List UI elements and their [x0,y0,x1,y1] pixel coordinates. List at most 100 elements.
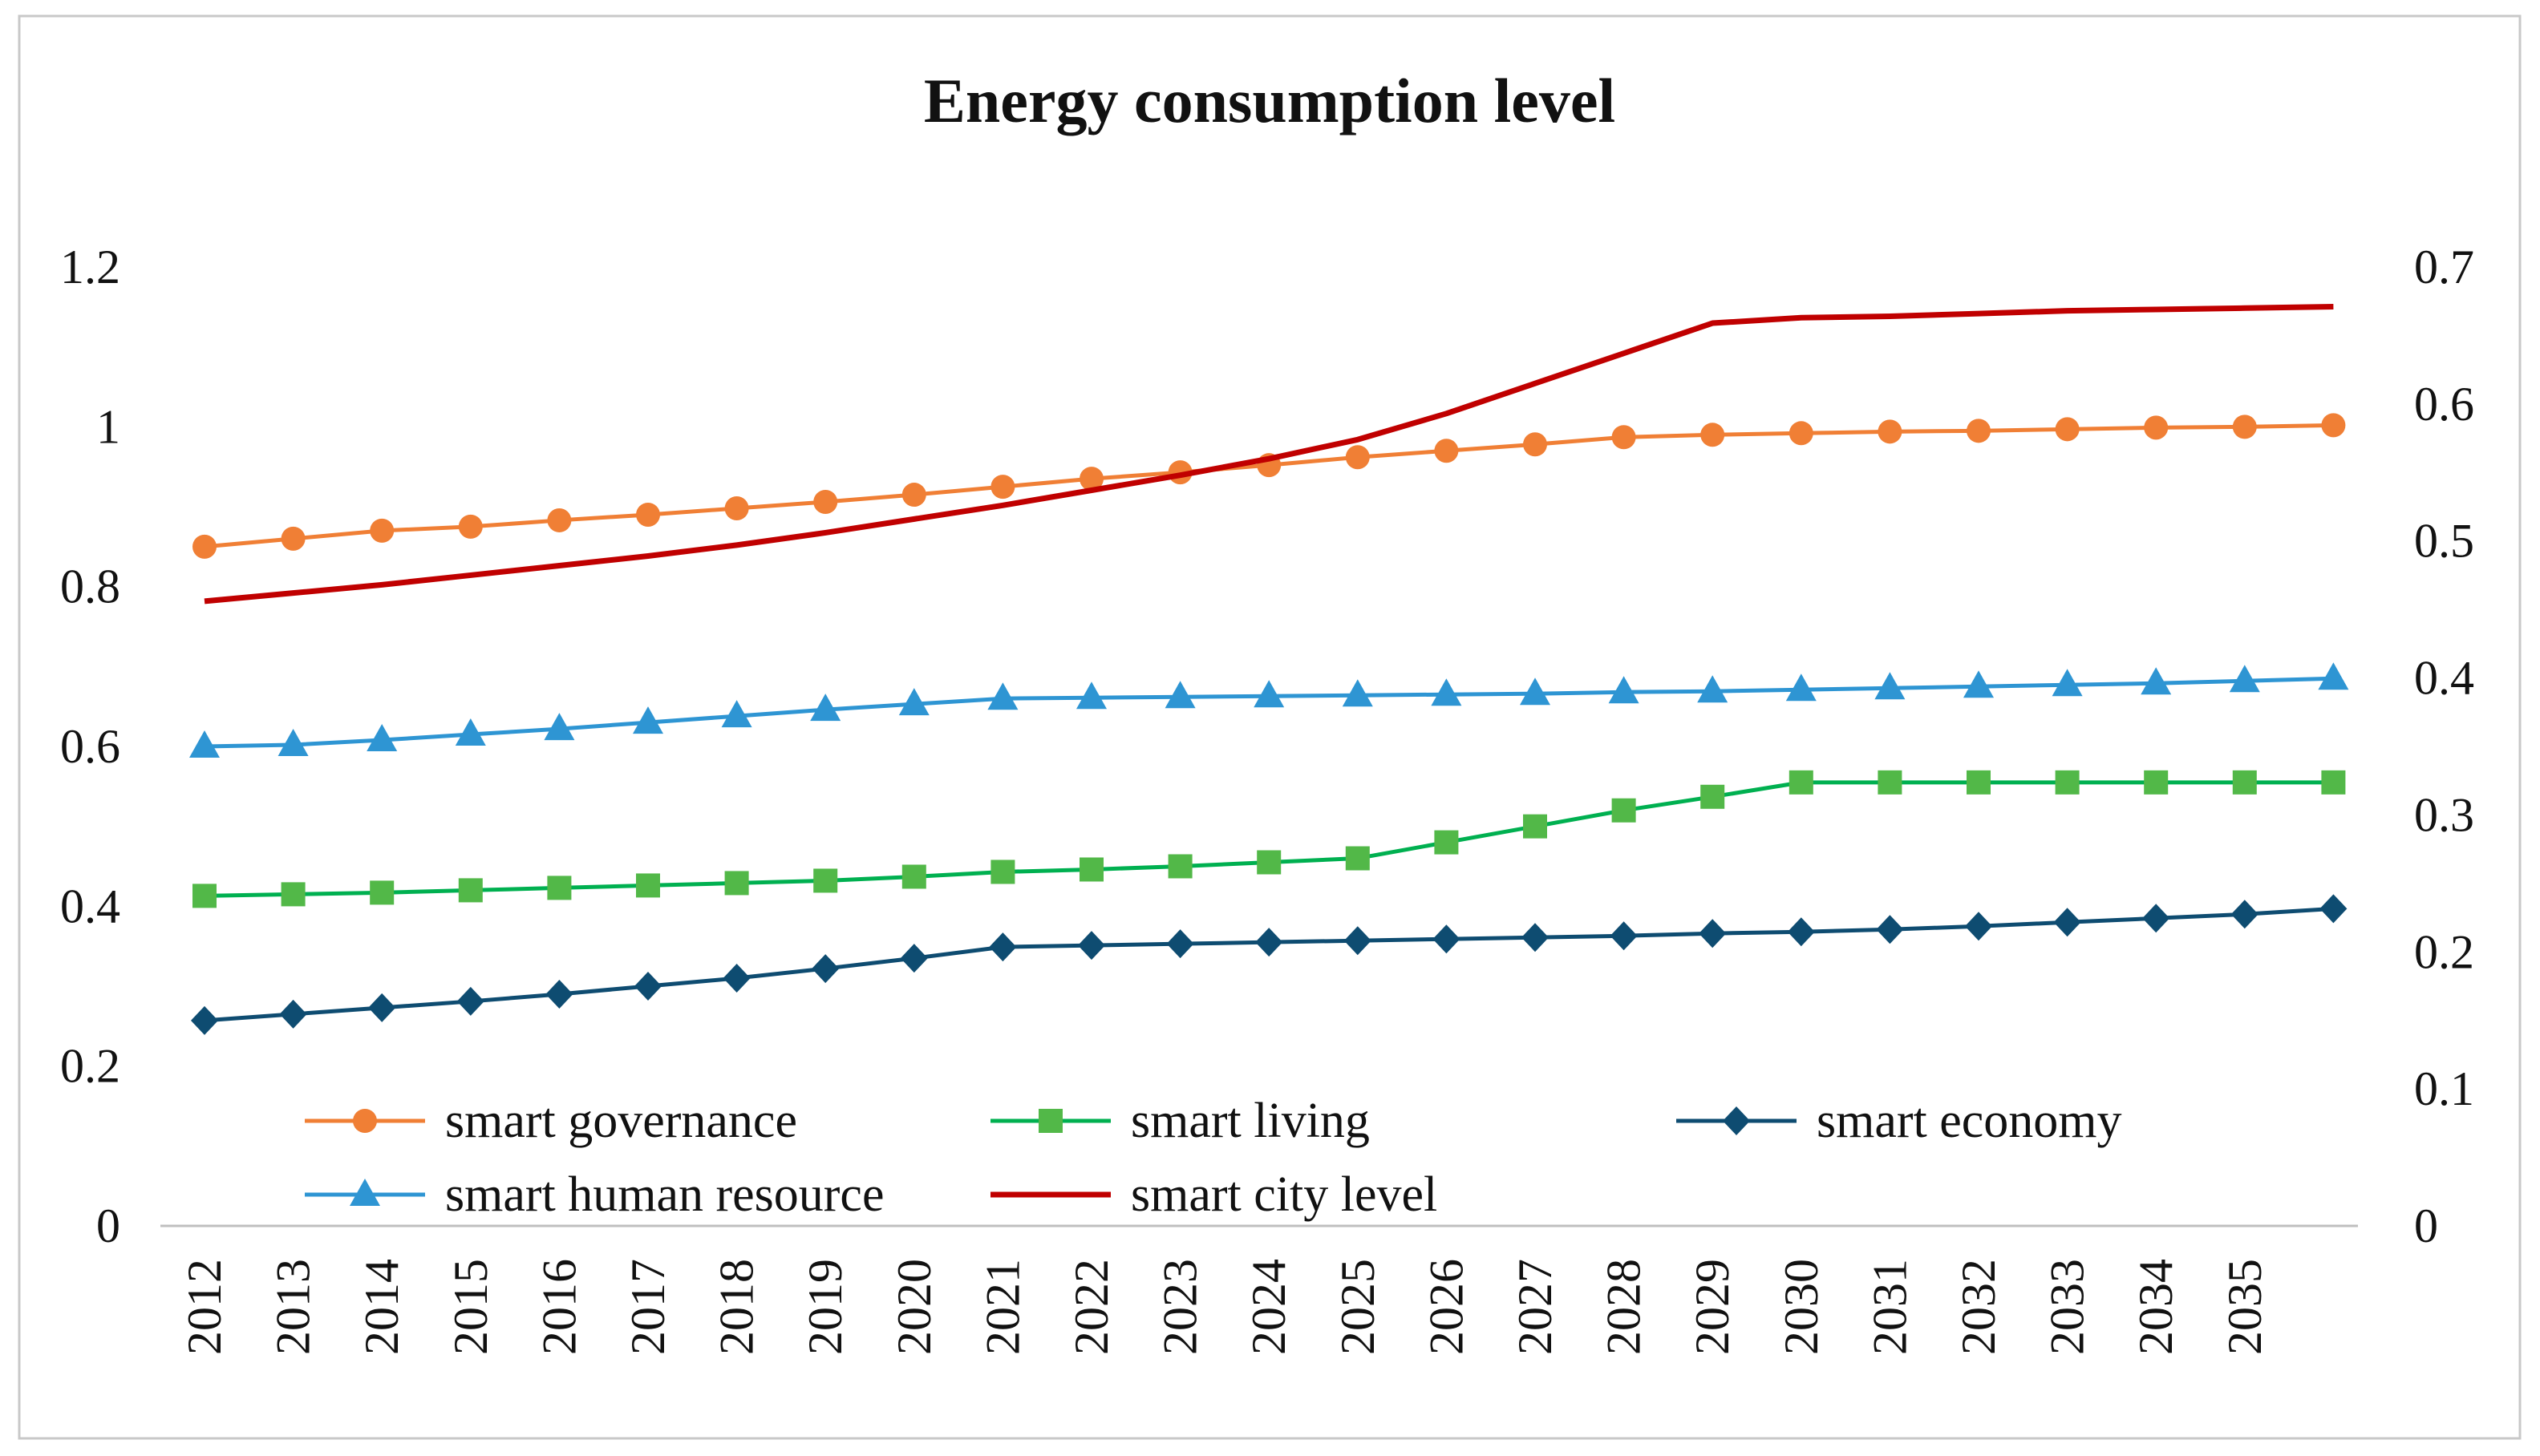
smart-governance-point [458,514,483,539]
right-y-tick-label: 0.2 [2414,925,2474,978]
legend-item-smart-governance: smart governance [305,1094,797,1148]
left-y-tick-label: 0.4 [60,880,120,932]
smart-human-resource-point [367,724,398,752]
smart-human-resource-point [1697,675,1728,703]
smart-city-level-line [204,304,2334,605]
smart-human-resource-point [1785,673,1817,702]
smart-governance-point [1345,445,1370,470]
smart-economy-point [1876,915,1904,944]
smart-human-resource-point [1431,678,1462,706]
smart-human-resource-point [1342,679,1373,707]
legend-marker-square-icon [1039,1109,1063,1133]
smart-governance-point [2232,415,2257,439]
smart-living-point [2144,770,2169,795]
smart-economy-point [2319,894,2348,924]
smart-living-point [990,859,1015,884]
smart-economy-point [723,964,751,993]
x-tick-label: 2034 [2129,1259,2182,1355]
smart-economy-point [900,944,928,973]
smart-human-resource-point [633,706,663,734]
legend-label: smart city level [1131,1167,1437,1222]
x-tick-label: 2023 [1154,1259,1207,1355]
smart-human-resource-point [2141,667,2172,695]
smart-living-point [1168,854,1193,879]
smart-living-point [547,876,572,900]
right-y-tick-label: 0.6 [2414,378,2474,431]
smart-living-point [1967,770,1991,795]
left-y-tick-label: 0.8 [60,560,120,613]
smart-human-resource-point [810,694,841,722]
smart-economy-point [1610,921,1638,951]
legend-item-smart-economy: smart economy [1676,1094,2122,1148]
smart-living-point [281,882,306,907]
smart-governance-point [2144,415,2169,440]
x-tick-label: 2028 [1598,1259,1651,1355]
smart-living-point [458,878,483,903]
x-tick-label: 2015 [444,1259,497,1355]
smart-economy-point [812,954,840,984]
smart-living-point [2055,770,2080,795]
chart-title: Energy consumption level [924,66,1615,135]
smart-living-point [901,864,926,889]
smart-governance-point [1080,467,1104,491]
right-y-tick-label: 0.3 [2414,788,2474,841]
series-layer [189,304,2349,1035]
right-y-tick-label: 0.1 [2414,1062,2474,1115]
x-tick-label: 2012 [178,1259,231,1355]
x-tick-label: 2024 [1242,1259,1295,1355]
smart-human-resource-point [2229,665,2260,693]
smart-economy-point [2142,904,2170,933]
legend-label: smart governance [445,1094,797,1148]
smart-economy-point [456,986,484,1016]
smart-living-point [1345,846,1370,871]
smart-economy-point [2053,908,2081,937]
smart-governance-point [901,483,926,508]
smart-economy-point [279,999,307,1029]
smart-governance-point [281,526,306,551]
x-tick-label: 2018 [711,1259,764,1355]
smart-economy-point [191,1005,218,1035]
smart-human-resource-point [1165,681,1196,709]
smart-economy-point [1521,923,1549,952]
x-tick-label: 2013 [267,1259,320,1355]
smart-living-point [192,884,217,908]
x-tick-label: 2017 [622,1259,674,1355]
legend-label: smart economy [1817,1094,2122,1148]
smart-governance-point [370,518,395,543]
smart-living-point [1700,784,1725,809]
smart-governance-point [1789,421,1813,446]
smart-human-resource-point [1963,670,1994,698]
smart-human-resource-point [721,700,752,728]
smart-economy-point [1787,917,1815,947]
right-y-axis: 0 0.1 0.2 0.3 0.4 0.5 0.6 0.7 [2414,241,2474,1252]
smart-economy-point [1432,924,1460,954]
chart-frame [18,14,2522,1440]
smart-living-point [1523,814,1547,839]
legend-label: smart human resource [445,1167,884,1222]
smart-governance-point [724,495,749,520]
smart-economy-point [989,932,1017,962]
x-tick-label: 2030 [1775,1259,1828,1355]
x-tick-label: 2025 [1331,1259,1384,1355]
x-tick-label: 2022 [1065,1259,1118,1355]
x-tick-label: 2029 [1686,1259,1739,1355]
smart-governance-point [1700,423,1725,447]
left-y-tick-label: 1 [96,400,120,453]
smart-governance-point [1967,419,1991,443]
legend-label: smart living [1131,1094,1370,1148]
x-tick-label: 2020 [888,1259,941,1355]
legend-item-smart-human-resource: smart human resource [305,1167,884,1222]
smart-living-point [370,880,395,905]
smart-governance-point [1611,425,1636,450]
smart-governance-point [1523,432,1547,457]
legend-marker-circle-icon [353,1109,377,1133]
x-tick-label: 2016 [533,1259,585,1355]
smart-living-point [1611,798,1636,823]
smart-living-point [1080,857,1104,882]
smart-human-resource-point [2052,669,2083,697]
right-y-tick-label: 0.4 [2414,652,2474,705]
series-smart-economy [191,894,2348,1035]
left-y-tick-label: 1.2 [60,241,120,293]
smart-economy-point [2230,900,2258,929]
